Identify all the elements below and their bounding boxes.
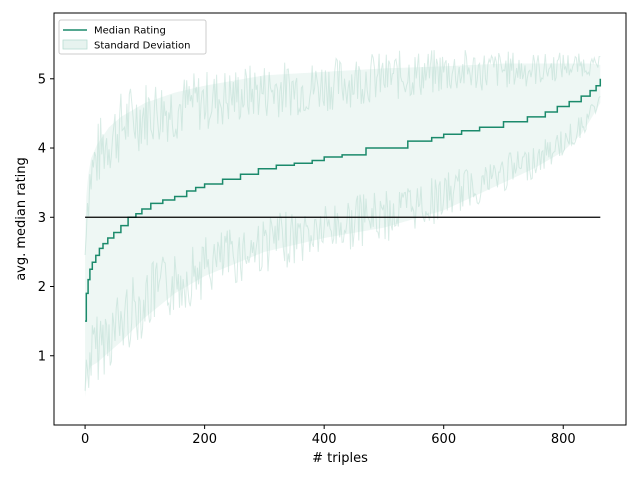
legend-std-swatch bbox=[62, 39, 88, 50]
legend-std-label: Standard Deviation bbox=[94, 41, 191, 52]
x-tick-label: 0 bbox=[81, 432, 89, 447]
std-fill-area bbox=[85, 63, 601, 398]
ticks: 0 200 400 600 800 1 2 3 4 5 bbox=[38, 72, 576, 447]
plot-frame bbox=[53, 12, 627, 426]
legend-median-label: Median Rating bbox=[94, 26, 166, 37]
x-tick-label: 800 bbox=[551, 432, 576, 447]
legend: Median Rating Standard Deviation bbox=[58, 19, 207, 55]
std-upper-edge bbox=[84, 50, 601, 256]
std-deviation-band bbox=[84, 50, 601, 398]
x-tick-label: 400 bbox=[312, 432, 337, 447]
x-axis-label: # triples bbox=[312, 451, 368, 466]
std-lower-edge bbox=[84, 96, 601, 391]
y-tick-label: 1 bbox=[38, 349, 46, 364]
lines-layer bbox=[85, 78, 602, 322]
axes bbox=[53, 12, 627, 426]
y-tick-label: 5 bbox=[38, 72, 46, 87]
x-tick-label: 600 bbox=[431, 432, 456, 447]
median-rating-line bbox=[85, 78, 602, 322]
legend-box bbox=[58, 19, 207, 55]
y-tick-label: 4 bbox=[38, 142, 46, 157]
x-tick-label: 200 bbox=[192, 432, 217, 447]
y-tick-label: 2 bbox=[38, 280, 46, 295]
y-tick-label: 3 bbox=[38, 211, 46, 226]
y-axis-label: avg. median rating bbox=[14, 157, 29, 281]
